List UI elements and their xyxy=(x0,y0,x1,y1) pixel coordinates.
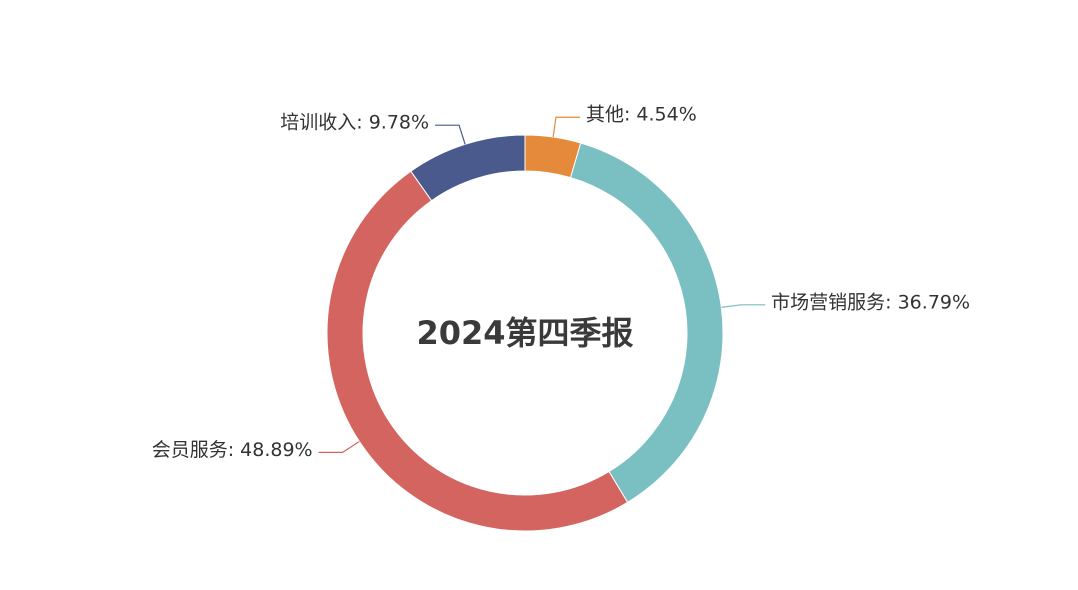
slice-labels-layer: 其他: 4.54% 市场营销服务: 36.79% 会员服务: 48.89% 培训收入:… xyxy=(152,104,970,461)
slice-0-label: 其他: 4.54% xyxy=(586,104,697,126)
slice-0-leader-line xyxy=(552,116,580,138)
slice-3-arc xyxy=(410,134,526,202)
slice-1-leader-line xyxy=(721,304,766,308)
slice-2-leader-line xyxy=(318,440,360,454)
chart-title: 2024第四季报 xyxy=(416,314,633,352)
slice-3-leader-line xyxy=(435,124,466,145)
slice-3-label: 培训收入: 9.78% xyxy=(280,112,429,134)
slice-1-label: 市场营销服务: 36.79% xyxy=(771,291,970,313)
slice-2-arc xyxy=(326,170,629,532)
leader-lines-layer xyxy=(318,116,766,454)
slices-layer xyxy=(326,134,724,532)
slice-2-label: 会员服务: 48.89% xyxy=(152,439,313,461)
